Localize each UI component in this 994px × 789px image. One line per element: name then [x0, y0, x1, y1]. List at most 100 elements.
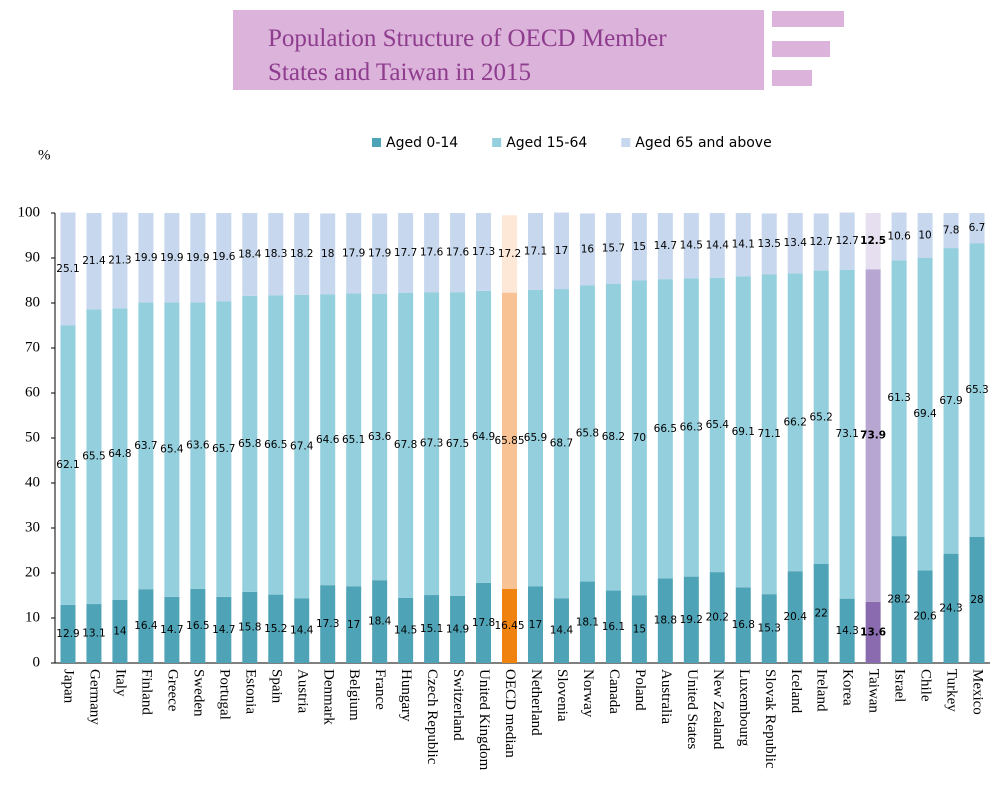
x-tick-label: Poland: [632, 669, 648, 711]
bar-segment: [865, 213, 881, 270]
x-tick-label: Mexico: [970, 669, 986, 715]
legend-label: Aged 15-64: [506, 135, 587, 151]
bar-segment: [553, 289, 569, 599]
data-label: 17.8: [472, 617, 495, 629]
title-decor: [772, 11, 844, 27]
data-label: 15.7: [602, 242, 625, 254]
data-label: 66.3: [680, 421, 703, 433]
x-tick-label: United States: [684, 669, 700, 750]
data-label: 18.3: [264, 248, 287, 260]
data-label: 18.8: [654, 615, 677, 627]
data-label: 65.4: [706, 419, 730, 431]
bar-segment: [813, 270, 829, 564]
bar-segment: [813, 564, 829, 663]
bar-segment: [631, 280, 647, 596]
data-label: 16.8: [732, 619, 755, 631]
data-label: 18.2: [290, 248, 313, 260]
data-label: 7.8: [943, 225, 960, 237]
bar-segment: [476, 213, 492, 291]
data-label: 65.9: [524, 432, 547, 444]
bar-segment: [891, 212, 907, 261]
bar-segment: [553, 598, 569, 663]
data-label: 21.4: [82, 255, 106, 267]
bar-segment: [86, 604, 102, 663]
data-label: 14.5: [394, 624, 417, 636]
data-label: 14.9: [446, 623, 469, 635]
bar-segment: [86, 309, 102, 605]
bar-segment: [502, 215, 518, 293]
x-tick-label: Australia: [658, 669, 674, 724]
y-tick-label: 20: [25, 564, 40, 580]
chart-title: States and Taiwan in 2015: [268, 59, 531, 86]
data-label: 21.3: [108, 254, 131, 266]
bar-segment: [164, 596, 180, 663]
bar-segment: [190, 302, 206, 589]
data-label: 24.3: [939, 602, 962, 614]
data-label: 13.6: [860, 626, 886, 638]
data-label: 67.5: [446, 438, 469, 450]
bar-segment: [346, 213, 362, 294]
data-label: 14.7: [160, 624, 183, 636]
bar-segment: [216, 596, 232, 663]
data-label: 15: [633, 241, 646, 253]
data-label: 14.7: [212, 624, 235, 636]
data-label: 17.9: [368, 248, 391, 260]
data-label: 71.1: [758, 428, 781, 440]
bar-segment: [709, 213, 725, 278]
bar-segment: [683, 576, 699, 663]
data-label: 20.6: [913, 611, 937, 623]
bar-segment: [943, 553, 959, 663]
x-tick-label: United Kingdom: [476, 669, 492, 771]
bar-segment: [917, 213, 933, 258]
bar-segment: [917, 258, 933, 571]
data-label: 18: [321, 248, 334, 260]
data-label: 17.6: [420, 247, 444, 259]
legend-label: Aged 0-14: [386, 135, 458, 151]
data-label: 14.4: [290, 625, 314, 637]
data-label: 63.6: [186, 440, 210, 452]
bar-segment: [502, 292, 518, 589]
x-tick-label: Finland: [138, 669, 154, 715]
bar-segment: [112, 212, 128, 309]
data-label: 25.1: [56, 263, 79, 275]
data-label: 65.8: [238, 438, 261, 450]
data-label: 28.2: [887, 594, 910, 606]
bar-segment: [761, 594, 777, 663]
bar-segment: [60, 325, 76, 605]
data-label: 28: [970, 594, 983, 606]
data-label: 17: [347, 619, 360, 631]
bar-segment: [865, 601, 881, 663]
bar-segment: [943, 213, 959, 249]
bar-segment: [813, 213, 829, 271]
data-label: 69.1: [732, 426, 755, 438]
data-label: 14.1: [732, 239, 755, 251]
bar-segment: [242, 591, 258, 663]
x-tick-label: Taiwan: [866, 669, 882, 713]
legend-swatch: [621, 138, 631, 147]
x-tick-label: Austria: [294, 669, 310, 714]
bar-segment: [242, 213, 258, 296]
bar-segment: [527, 586, 543, 663]
bar-segment: [683, 278, 699, 577]
data-label: 17.6: [446, 247, 470, 259]
data-label: 16.4: [134, 620, 158, 632]
x-tick-label: Belgium: [346, 669, 362, 721]
data-label: 14.4: [550, 625, 574, 637]
bar-segment: [657, 213, 673, 280]
x-tick-label: Switzerland: [450, 669, 466, 741]
y-tick-label: 60: [25, 384, 40, 400]
bar-segment: [86, 213, 102, 310]
bar-segment: [761, 274, 777, 595]
data-label: 65.85: [494, 435, 524, 447]
data-label: 73.1: [835, 428, 858, 440]
data-label: 66.5: [264, 439, 287, 451]
bar-segment: [398, 213, 414, 293]
data-label: 67.4: [290, 441, 314, 453]
x-tick-label: Slovenia: [554, 669, 570, 722]
data-label: 65.1: [342, 434, 365, 446]
bar-segment: [605, 213, 621, 284]
bar-segment: [917, 570, 933, 663]
y-tick-label: 40: [25, 474, 40, 490]
bar-segment: [268, 295, 284, 595]
bar-segment: [527, 213, 543, 290]
